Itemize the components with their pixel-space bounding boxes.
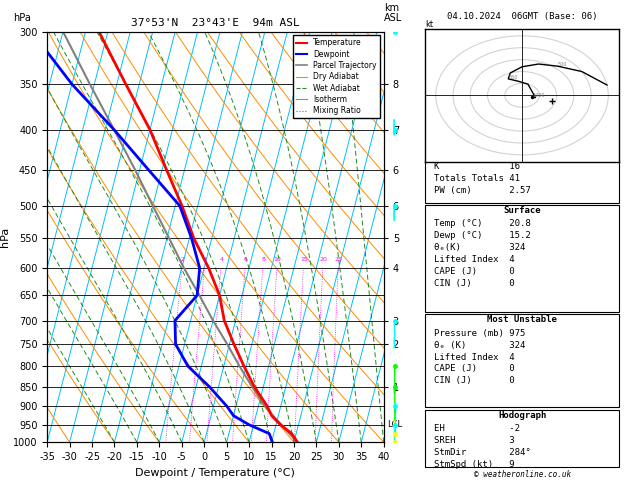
Text: Pressure (mb) 975: Pressure (mb) 975 — [433, 329, 525, 338]
Text: 04.10.2024  06GMT (Base: 06): 04.10.2024 06GMT (Base: 06) — [447, 12, 598, 21]
Text: 20: 20 — [319, 257, 327, 262]
Y-axis label: hPa: hPa — [0, 227, 10, 247]
Text: EH            -2: EH -2 — [433, 424, 520, 433]
Text: CIN (J)       0: CIN (J) 0 — [433, 376, 514, 385]
Text: LCL: LCL — [387, 420, 402, 429]
Text: 3: 3 — [203, 257, 207, 262]
Text: 2: 2 — [181, 257, 184, 262]
Bar — [425, 159, 619, 203]
Text: Surface: Surface — [503, 206, 541, 215]
Text: CAPE (J)      0: CAPE (J) 0 — [433, 364, 514, 373]
Text: Dewp (°C)     15.2: Dewp (°C) 15.2 — [433, 231, 530, 240]
Text: Totals Totals 41: Totals Totals 41 — [433, 174, 520, 183]
Text: 850: 850 — [508, 75, 518, 80]
Text: 10: 10 — [274, 257, 281, 262]
Text: CAPE (J)      0: CAPE (J) 0 — [433, 267, 514, 276]
Text: 500: 500 — [557, 62, 567, 67]
Text: Mixing Ratio (g/kg): Mixing Ratio (g/kg) — [433, 194, 442, 280]
Bar — [425, 410, 619, 467]
Text: StmDir        284°: StmDir 284° — [433, 448, 530, 457]
Text: K             16: K 16 — [433, 162, 520, 171]
X-axis label: Dewpoint / Temperature (°C): Dewpoint / Temperature (°C) — [135, 468, 296, 478]
Bar — [425, 314, 619, 407]
Text: 6: 6 — [243, 257, 247, 262]
Text: © weatheronline.co.uk: © weatheronline.co.uk — [474, 470, 571, 479]
Text: Most Unstable: Most Unstable — [487, 315, 557, 324]
Text: 4: 4 — [220, 257, 223, 262]
Text: hPa: hPa — [14, 14, 31, 23]
Legend: Temperature, Dewpoint, Parcel Trajectory, Dry Adiabat, Wet Adiabat, Isotherm, Mi: Temperature, Dewpoint, Parcel Trajectory… — [292, 35, 380, 118]
Text: CIN (J)       0: CIN (J) 0 — [433, 279, 514, 288]
Text: StmSpd (kt)   9: StmSpd (kt) 9 — [433, 460, 514, 469]
Text: SREH          3: SREH 3 — [433, 436, 514, 445]
Text: Temp (°C)     20.8: Temp (°C) 20.8 — [433, 219, 530, 228]
Text: 8: 8 — [261, 257, 265, 262]
Text: Lifted Index  4: Lifted Index 4 — [433, 352, 514, 362]
Text: PW (cm)       2.57: PW (cm) 2.57 — [433, 186, 530, 195]
Text: 1000: 1000 — [532, 93, 545, 98]
Text: Lifted Index  4: Lifted Index 4 — [433, 255, 514, 264]
Title: 37°53'N  23°43'E  94m ASL: 37°53'N 23°43'E 94m ASL — [131, 18, 300, 28]
Text: θₑ(K)         324: θₑ(K) 324 — [433, 243, 525, 252]
Text: 15: 15 — [300, 257, 308, 262]
Text: km
ASL: km ASL — [384, 3, 402, 23]
Text: 25: 25 — [335, 257, 342, 262]
Text: kt: kt — [425, 19, 433, 29]
Text: θₑ (K)        324: θₑ (K) 324 — [433, 341, 525, 349]
Text: Hodograph: Hodograph — [498, 411, 546, 419]
Bar — [425, 205, 619, 312]
